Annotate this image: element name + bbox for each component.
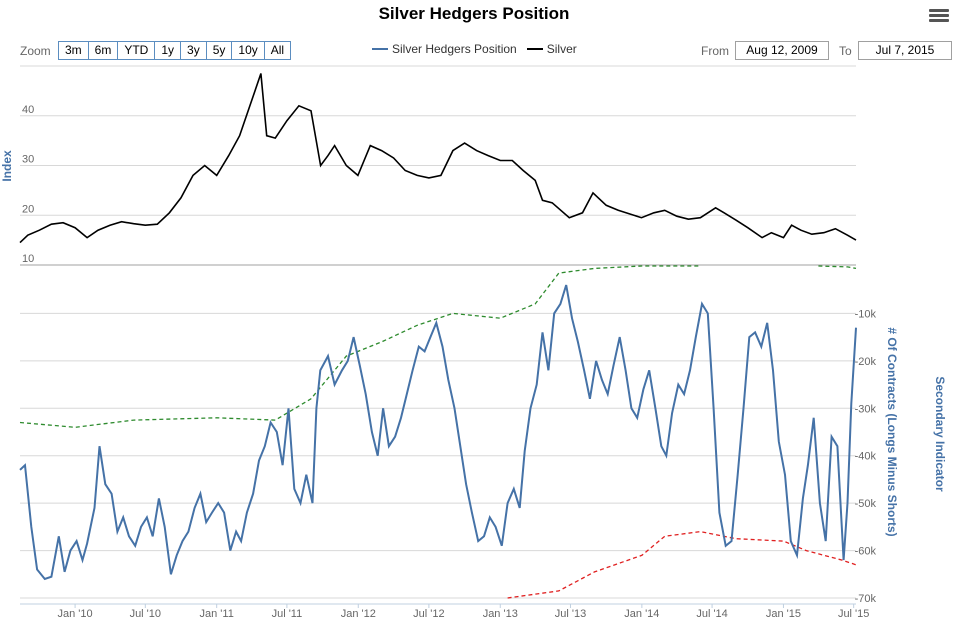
bottom-y-tick-label: -30k bbox=[855, 403, 877, 415]
bottom-y-tick-label: -50k bbox=[855, 498, 877, 510]
band-line-upper bbox=[19, 265, 701, 428]
x-tick-label: Jul '12 bbox=[413, 608, 444, 620]
legend-item-hedgers[interactable]: Silver Hedgers Position bbox=[372, 42, 517, 56]
zoom-3y-button[interactable]: 3y bbox=[181, 42, 207, 59]
top-y-axis-title: Index bbox=[0, 150, 14, 182]
x-tick-label: Jul '13 bbox=[555, 608, 586, 620]
bottom-y-tick-label: -20k bbox=[855, 356, 877, 368]
legend-label-hedgers: Silver Hedgers Position bbox=[392, 42, 517, 56]
legend-label-silver: Silver bbox=[546, 42, 577, 56]
zoom-10y-button[interactable]: 10y bbox=[232, 42, 265, 59]
bottom-y-tick-label: -70k bbox=[855, 593, 877, 605]
legend-swatch-hedgers bbox=[372, 48, 388, 50]
series-line-hedgers bbox=[19, 284, 857, 581]
bottom-y-tick-label: -10k bbox=[855, 308, 877, 320]
zoom-5y-button[interactable]: 5y bbox=[206, 42, 233, 59]
zoom-label: Zoom bbox=[20, 44, 51, 58]
menu-icon bbox=[929, 14, 949, 17]
zoom-3m-button[interactable]: 3m bbox=[59, 42, 89, 59]
bottom-y-axis-title: # Of Contracts (Longs Minus Shorts) bbox=[885, 327, 899, 536]
band-line-upper-tail bbox=[818, 265, 857, 270]
bottom-y-tick-label: -40k bbox=[855, 451, 877, 463]
zoom-6m-button[interactable]: 6m bbox=[88, 42, 119, 59]
chart-menu-button[interactable] bbox=[929, 9, 949, 25]
chart-legend: Silver Hedgers Position Silver bbox=[372, 42, 587, 56]
x-tick-label: Jan '13 bbox=[483, 608, 518, 620]
menu-icon bbox=[929, 9, 949, 12]
zoom-all-button[interactable]: All bbox=[264, 42, 291, 59]
x-tick-label: Jul '15 bbox=[838, 608, 869, 620]
top-y-tick-label: 40 bbox=[22, 104, 34, 116]
chart-title: Silver Hedgers Position bbox=[378, 4, 570, 23]
range-to-label: To bbox=[839, 44, 852, 58]
secondary-y-axis-title: Secondary Indicator bbox=[933, 376, 947, 492]
top-y-tick-label: 10 bbox=[22, 253, 34, 265]
zoom-1y-button[interactable]: 1y bbox=[155, 42, 182, 59]
range-to-input[interactable]: Jul 7, 2015 bbox=[858, 41, 952, 60]
legend-swatch-silver bbox=[526, 48, 543, 50]
menu-icon bbox=[929, 19, 949, 22]
x-tick-label: Jul '14 bbox=[696, 608, 727, 620]
zoom-ytd-button[interactable]: YTD bbox=[118, 42, 156, 59]
x-tick-label: Jan '12 bbox=[341, 608, 376, 620]
x-tick-label: Jan '15 bbox=[766, 608, 801, 620]
x-tick-label: Jan '14 bbox=[624, 608, 659, 620]
x-tick-label: Jan '10 bbox=[58, 608, 93, 620]
zoom-button-group: 3m 6m YTD 1y 3y 5y 10y All bbox=[58, 41, 292, 60]
x-tick-label: Jul '11 bbox=[272, 608, 303, 620]
series-line-silver bbox=[19, 73, 857, 244]
bottom-y-tick-label: -60k bbox=[855, 546, 877, 558]
top-y-tick-label: 30 bbox=[22, 154, 34, 166]
legend-item-silver[interactable]: Silver bbox=[526, 42, 577, 56]
range-from-input[interactable]: Aug 12, 2009 bbox=[735, 41, 829, 60]
x-tick-label: Jan '11 bbox=[200, 608, 234, 620]
top-y-tick-label: 20 bbox=[22, 203, 34, 215]
range-from-label: From bbox=[701, 44, 729, 58]
x-tick-label: Jul '10 bbox=[130, 608, 161, 620]
band-line-lower bbox=[507, 530, 857, 599]
